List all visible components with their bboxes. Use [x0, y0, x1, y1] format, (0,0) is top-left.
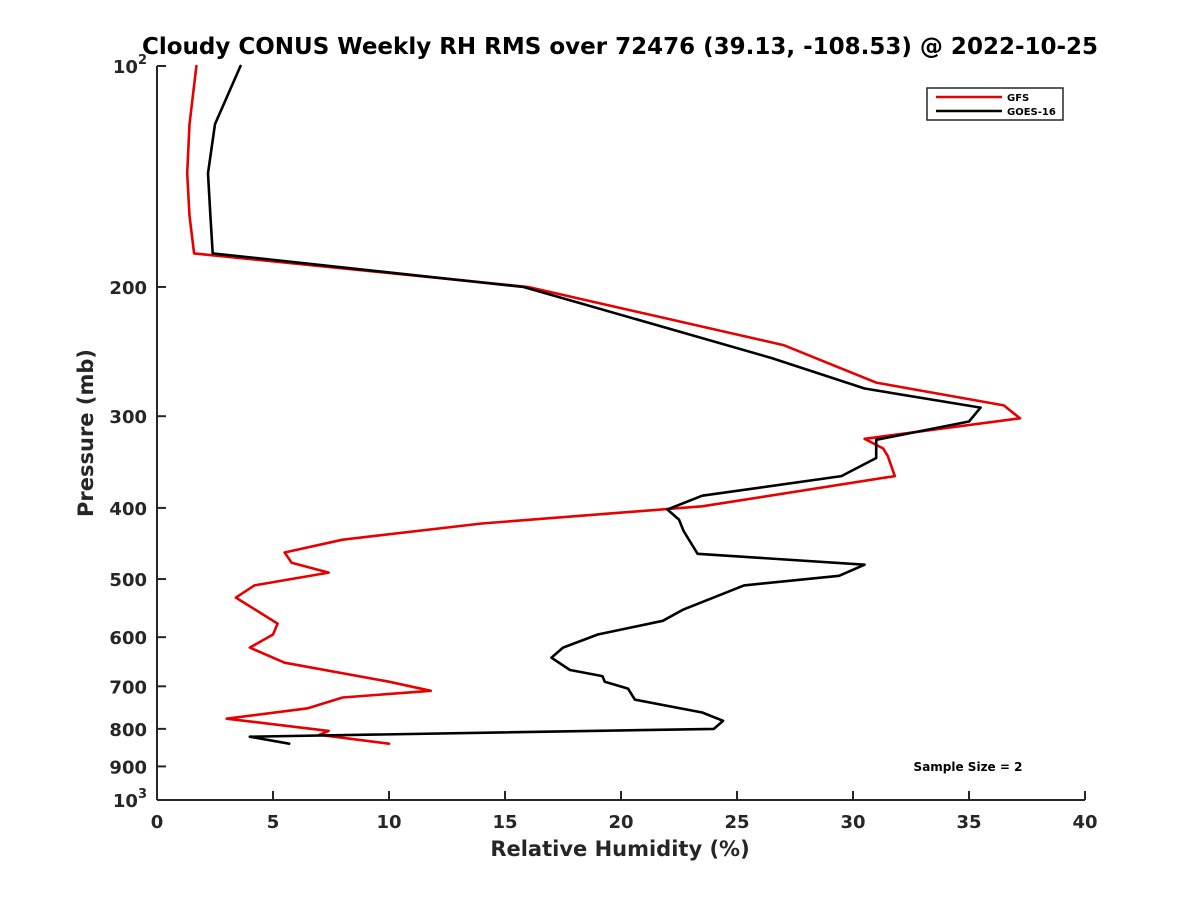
series-line-goes-16 [206, 64, 982, 746]
x-ticks: 0 5 10 15 20 25 30 35 40 [151, 791, 1098, 833]
y-tick-base: 800 [109, 720, 147, 741]
x-tick-label: 40 [1072, 812, 1097, 833]
series-layer [185, 64, 1022, 746]
y-tick-label: 800 [109, 720, 147, 741]
y-tick-label: 300 [109, 407, 147, 428]
legend-box [926, 87, 1064, 121]
y-tick-label: 500 [109, 570, 147, 591]
plot-area: 0 5 10 15 20 25 30 35 40 10220030040050060070080… [109, 53, 1097, 833]
x-tick-label: 30 [840, 812, 865, 833]
x-tick-label: 10 [376, 812, 401, 833]
legend-label: GFS [1007, 93, 1029, 104]
chart-title: Cloudy CONUS Weekly RH RMS over 72476 (3… [142, 34, 1098, 60]
y-tick-exponent: 2 [138, 53, 147, 68]
x-tick-label: 5 [267, 812, 280, 833]
y-tick-base: 400 [109, 499, 147, 520]
y-tick-base: 300 [109, 407, 147, 428]
x-tick-label: 25 [724, 812, 749, 833]
y-tick-base: 10 [113, 57, 138, 78]
y-tick-base: 700 [109, 677, 147, 698]
y-tick-label: 700 [109, 677, 147, 698]
y-tick-label: 200 [109, 278, 147, 299]
sample-size-annotation: Sample Size = 2 [914, 760, 1023, 774]
x-tick-label: 0 [151, 812, 164, 833]
y-tick-base: 200 [109, 278, 147, 299]
legend-label: GOES-16 [1007, 107, 1056, 118]
y-tick-base: 600 [109, 628, 147, 649]
y-tick-label: 102 [113, 53, 147, 78]
y-tick-exponent: 3 [138, 787, 147, 802]
y-tick-label: 900 [109, 757, 147, 778]
y-tick-label: 103 [113, 787, 147, 812]
y-tick-label: 600 [109, 628, 147, 649]
legend-items: GFS GOES-16 [936, 93, 1056, 118]
y-tick-base: 10 [113, 791, 138, 812]
y-tick-label: 400 [109, 499, 147, 520]
x-tick-label: 35 [956, 812, 981, 833]
x-tick-label: 15 [492, 812, 517, 833]
x-tick-label: 20 [608, 812, 633, 833]
y-tick-base: 500 [109, 570, 147, 591]
y-tick-base: 900 [109, 757, 147, 778]
y-axis-label: Pressure (mb) [74, 349, 98, 517]
series-line-gfs [185, 64, 1022, 746]
legend: GFS GOES-16 [926, 87, 1064, 121]
x-axis-label: Relative Humidity (%) [490, 837, 749, 861]
